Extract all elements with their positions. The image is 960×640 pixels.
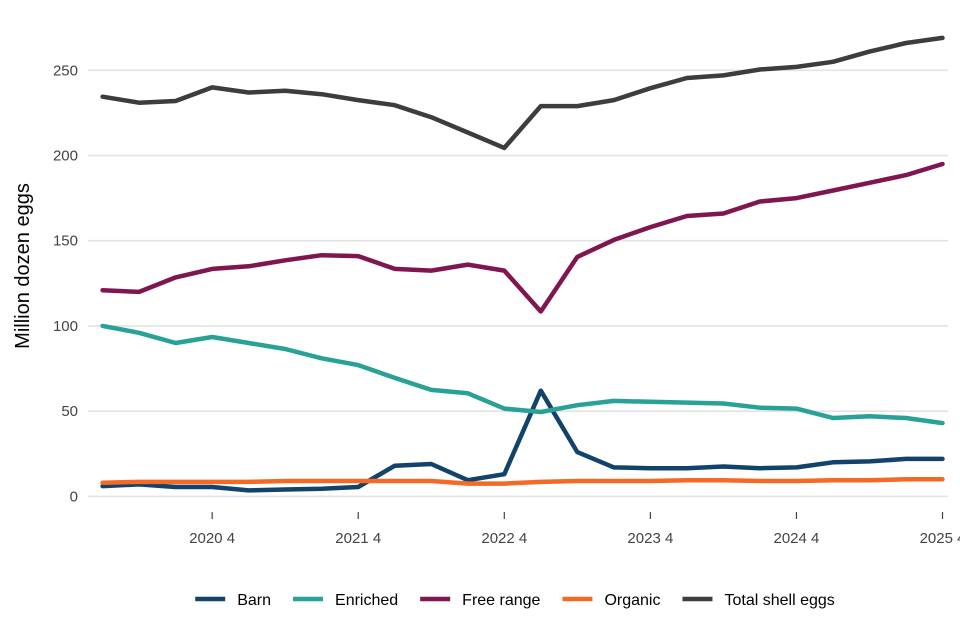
legend-label-free-range: Free range: [462, 592, 540, 609]
legend-item-barn: Barn: [195, 592, 271, 609]
series-line-enriched: [100, 323, 945, 426]
y-tick-label-200: 200: [53, 148, 78, 165]
x-tick-label-4: 2024 4: [774, 530, 820, 547]
series-lines: [100, 35, 945, 493]
legend-item-free-range: Free range: [420, 592, 541, 609]
legend: Barn Enriched Free range Organic Total shell…: [195, 592, 835, 609]
x-tick-label-2: 2022 4: [481, 530, 527, 547]
series-line-organic: [100, 477, 945, 486]
y-tick-label-0: 0: [70, 488, 78, 505]
legend-label-organic: Organic: [604, 592, 660, 609]
gridlines: [88, 69, 948, 498]
y-tick-label-50: 50: [61, 403, 78, 420]
series-line-barn: [100, 388, 945, 493]
legend-item-organic: Organic: [562, 592, 660, 609]
series-line-free-range: [100, 161, 945, 314]
x-tick-label-3: 2023 4: [627, 530, 673, 547]
x-axis-ticks: 2020 4 2021 4 2022 4 2023 4 2024 4 2025 4: [189, 512, 960, 547]
legend-item-enriched: Enriched: [293, 592, 398, 609]
legend-label-enriched: Enriched: [335, 592, 398, 609]
y-axis-title: Million dozen eggs: [12, 183, 34, 349]
legend-label-barn: Barn: [237, 592, 271, 609]
legend-label-total-shell-eggs: Total shell eggs: [724, 592, 834, 609]
legend-item-total-shell-eggs: Total shell eggs: [682, 592, 835, 609]
x-tick-label-5: 2025 4: [920, 530, 960, 547]
x-tick-label-0: 2020 4: [189, 530, 235, 547]
y-axis-ticks: 0 50 100 150 200 250: [53, 62, 78, 505]
series-line-total-shell-eggs: [100, 35, 945, 151]
x-tick-label-1: 2021 4: [335, 530, 381, 547]
y-tick-label-250: 250: [53, 62, 78, 79]
y-tick-label-100: 100: [53, 318, 78, 335]
y-tick-label-150: 150: [53, 233, 78, 250]
